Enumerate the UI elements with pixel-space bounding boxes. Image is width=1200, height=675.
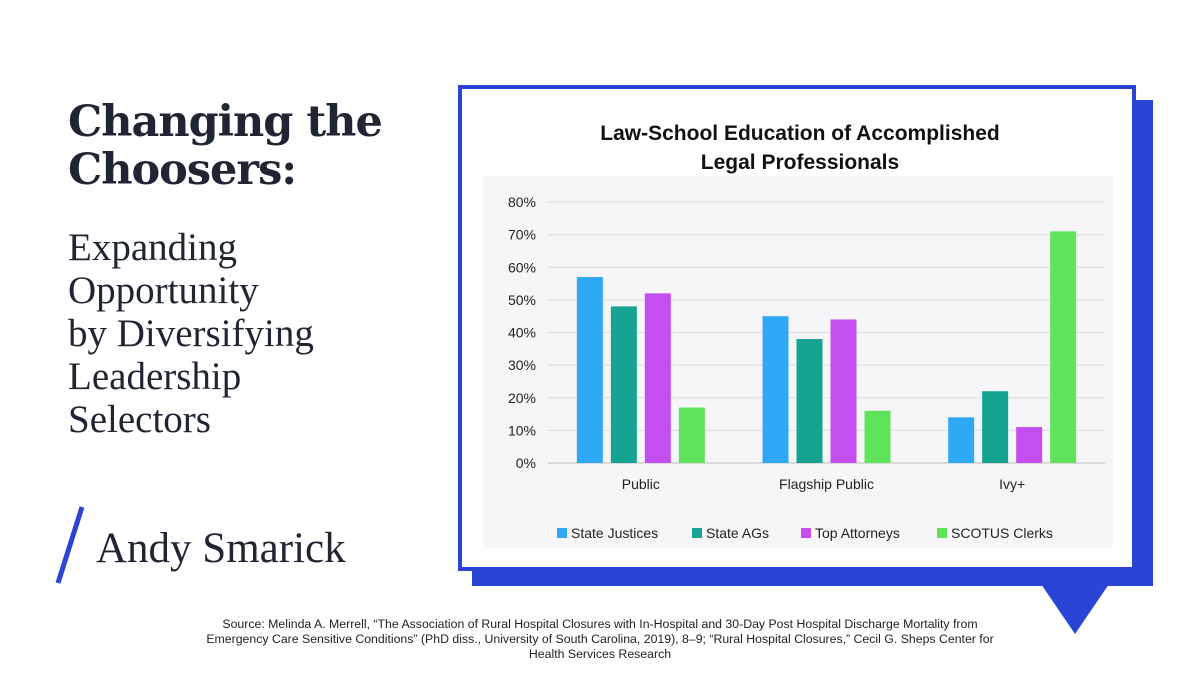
bar: [948, 417, 975, 463]
y-tick-label: 60%: [508, 259, 536, 275]
source-line: Source: Melinda A. Merrell, “The Associa…: [222, 617, 978, 631]
accent-slash: [55, 506, 85, 584]
source-note: Source: Melinda A. Merrell, “The Associa…: [165, 617, 1035, 662]
bar: [796, 339, 823, 463]
presentation-title: Changing the Choosers:: [68, 97, 383, 195]
bar: [644, 293, 671, 463]
bar: [576, 277, 603, 463]
chart-title-line: Law-School Education of Accomplished: [600, 122, 1000, 145]
speech-bubble-tail: [1041, 584, 1109, 634]
chart-title: Law-School Education of Accomplished Leg…: [480, 119, 1120, 177]
bar: [982, 391, 1009, 463]
y-tick-label: 70%: [508, 227, 536, 243]
source-line: Health Services Research: [528, 647, 672, 661]
bar: [1016, 427, 1043, 463]
bar: [830, 319, 857, 463]
legend-swatch: [557, 528, 567, 538]
author-name: Andy Smarick: [96, 525, 346, 572]
presentation-subtitle: Expanding Opportunity by Diversifying Le…: [68, 226, 314, 441]
bar: [1050, 231, 1077, 463]
bar: [762, 316, 789, 463]
title-line: Changing the: [68, 97, 383, 147]
legend-swatch: [937, 528, 947, 538]
x-tick-label: Flagship Public: [779, 476, 874, 492]
y-tick-label: 30%: [508, 357, 536, 373]
bar: [678, 407, 705, 463]
y-tick-label: 0%: [516, 455, 536, 471]
subtitle-line: Leadership: [68, 355, 242, 398]
subtitle-line: by Diversifying: [68, 312, 314, 355]
y-tick-label: 50%: [508, 292, 536, 308]
subtitle-line: Opportunity: [68, 269, 259, 312]
legend-swatch: [801, 528, 811, 538]
source-line: Emergency Care Sensitive Conditions” (Ph…: [206, 632, 994, 646]
title-line: Choosers:: [68, 145, 297, 195]
legend-label: Top Attorneys: [815, 525, 900, 541]
legend-label: State AGs: [706, 525, 769, 541]
y-tick-label: 80%: [508, 194, 536, 210]
x-tick-label: Public: [622, 476, 660, 492]
legend-swatch: [692, 528, 702, 538]
bar: [610, 306, 637, 463]
bar: [864, 410, 891, 463]
y-tick-label: 20%: [508, 390, 536, 406]
x-tick-label: Ivy+: [999, 476, 1025, 492]
y-tick-label: 10%: [508, 422, 536, 438]
subtitle-line: Expanding: [68, 226, 237, 269]
subtitle-line: Selectors: [68, 398, 211, 441]
y-tick-label: 40%: [508, 325, 536, 341]
legend-label: State Justices: [571, 525, 658, 541]
legend-label: SCOTUS Clerks: [951, 525, 1053, 541]
chart-title-line: Legal Professionals: [700, 151, 900, 174]
